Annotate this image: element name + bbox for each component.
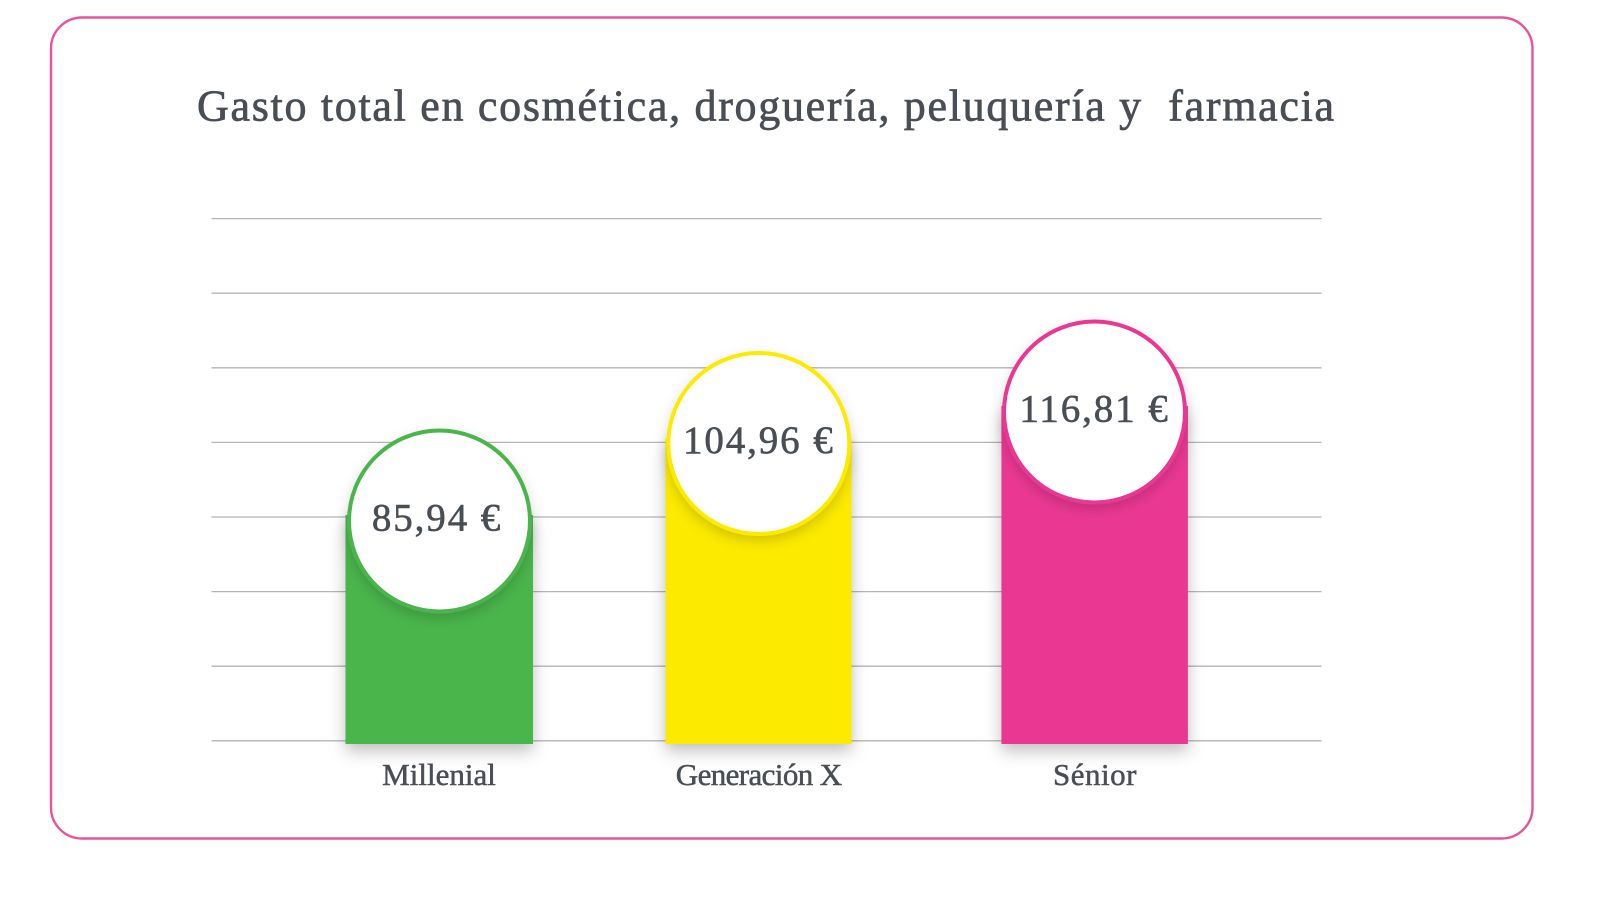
svg-text:Millenial: Millenial — [382, 757, 496, 792]
svg-text:85,94 €: 85,94 € — [372, 497, 502, 540]
svg-text:Generación X: Generación X — [676, 757, 842, 792]
svg-text:Gasto total en cosmética, drog: Gasto total en cosmética, droguería, pel… — [197, 82, 1336, 131]
svg-text:Sénior: Sénior — [1053, 757, 1137, 792]
svg-text:116,81 €: 116,81 € — [1019, 388, 1169, 431]
svg-text:104,96 €: 104,96 € — [683, 419, 835, 462]
